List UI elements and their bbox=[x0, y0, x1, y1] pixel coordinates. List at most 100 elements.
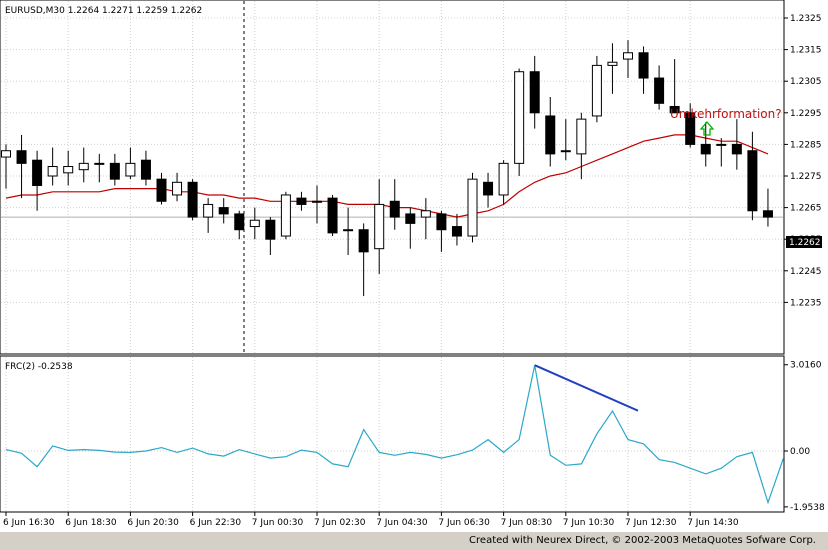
bullish-candle-body bbox=[420, 210, 431, 218]
candle bbox=[498, 160, 509, 205]
bearish-candle-body bbox=[32, 159, 43, 186]
candle bbox=[529, 55, 540, 129]
bullish-candle-body bbox=[1, 150, 11, 158]
candle bbox=[187, 179, 198, 221]
candle bbox=[218, 198, 229, 224]
bullish-candle-body bbox=[467, 178, 478, 237]
bullish-candle-body bbox=[47, 166, 58, 177]
bearish-candle-body bbox=[700, 143, 711, 155]
candle bbox=[203, 198, 214, 233]
bearish-candle-body bbox=[358, 229, 369, 253]
time-tick-label: 7 Jun 14:30 bbox=[687, 518, 739, 528]
candle bbox=[16, 134, 27, 199]
current-price-box bbox=[786, 236, 822, 248]
candle bbox=[389, 179, 400, 230]
symbol-header: EURUSD,M30 1.2264 1.2271 1.2259 1.2262 bbox=[5, 6, 202, 16]
bearish-candle-body bbox=[669, 105, 680, 114]
moving-average-line bbox=[5, 134, 769, 218]
price-tick-label: 1.2235 bbox=[790, 298, 822, 308]
bullish-candle-body bbox=[280, 194, 291, 237]
indicator-pane[interactable] bbox=[0, 355, 785, 513]
bullish-candle-body bbox=[125, 162, 136, 177]
candle bbox=[234, 210, 245, 240]
bearish-candle-body bbox=[638, 52, 649, 79]
bearish-candle-body bbox=[187, 181, 198, 218]
candlesticks bbox=[1, 40, 773, 297]
candle bbox=[265, 217, 276, 255]
candle bbox=[700, 122, 711, 167]
candle bbox=[327, 194, 338, 237]
divergence-trendline bbox=[534, 364, 639, 412]
indicator-tick-label: 0.00 bbox=[790, 447, 810, 457]
candle bbox=[762, 188, 773, 227]
bearish-candle-body bbox=[109, 162, 120, 180]
candle bbox=[747, 131, 758, 221]
bearish-candle-body bbox=[265, 219, 276, 240]
indicator-grid bbox=[1, 357, 783, 511]
time-tick-label: 6 Jun 18:30 bbox=[65, 518, 117, 528]
bullish-candle-body bbox=[78, 162, 89, 171]
candle bbox=[172, 172, 183, 202]
candle bbox=[591, 55, 602, 123]
time-axis: 6 Jun 16:30 6 Jun 18:30 6 Jun 20:30 6 Jun 2… bbox=[3, 512, 739, 528]
bearish-candle-body bbox=[451, 226, 462, 237]
candle bbox=[343, 207, 354, 255]
chart-canvas[interactable]: EURUSD,M30 1.2264 1.2271 1.2259 1.2262 U… bbox=[0, 0, 828, 532]
price-tick-label: 1.2325 bbox=[790, 14, 822, 24]
time-tick-label: 6 Jun 22:30 bbox=[190, 518, 242, 528]
price-tick-label: 1.2245 bbox=[790, 267, 822, 277]
candle bbox=[560, 119, 571, 161]
price-tick-label: 1.2275 bbox=[790, 172, 822, 182]
candle bbox=[731, 119, 742, 170]
bullish-candle-body bbox=[560, 150, 571, 153]
bullish-candle-body bbox=[498, 162, 509, 196]
bearish-candle-body bbox=[762, 210, 773, 218]
price-axis: 1.2325 1.2315 1.2305 1.2295 1.2285 1.2275 1.22… bbox=[784, 14, 822, 308]
moving-average-path bbox=[5, 134, 769, 218]
annotation-text: Umkehrformation? bbox=[670, 107, 782, 121]
time-tick-label: 7 Jun 00:30 bbox=[252, 518, 304, 528]
time-tick-label: 7 Jun 02:30 bbox=[314, 518, 366, 528]
candle bbox=[451, 213, 462, 246]
candle bbox=[280, 191, 291, 240]
bearish-candle-body bbox=[436, 213, 447, 231]
price-tick-label: 1.2295 bbox=[790, 109, 822, 119]
price-tick-label: 1.2305 bbox=[790, 77, 822, 87]
candle bbox=[545, 97, 556, 167]
bearish-candle-body bbox=[389, 200, 400, 218]
bearish-candle-body bbox=[731, 143, 742, 155]
candle bbox=[654, 65, 665, 110]
indicator-header: FRC(2) -0.2538 bbox=[5, 362, 73, 372]
bullish-candle-body bbox=[514, 71, 525, 164]
bullish-candle-body bbox=[312, 200, 322, 203]
candle bbox=[249, 207, 260, 240]
candle bbox=[685, 103, 696, 148]
bullish-candle-body bbox=[249, 219, 260, 228]
candle bbox=[140, 150, 151, 186]
candle bbox=[1, 144, 11, 189]
bullish-candle-body bbox=[172, 181, 183, 196]
bearish-candle-body bbox=[327, 197, 338, 234]
bullish-candle-body bbox=[203, 203, 214, 218]
status-bar: Created with Neurex Direct, © 2002-2003 … bbox=[0, 532, 828, 550]
candle bbox=[420, 198, 431, 240]
candle bbox=[358, 223, 369, 297]
bearish-candle-body bbox=[654, 77, 665, 104]
bullish-candle-body bbox=[374, 203, 385, 250]
time-tick-label: 7 Jun 06:30 bbox=[438, 518, 490, 528]
bearish-candle-body bbox=[545, 115, 556, 155]
time-tick-label: 7 Jun 04:30 bbox=[376, 518, 428, 528]
candle bbox=[607, 43, 618, 94]
bullish-candle-body bbox=[591, 64, 602, 117]
candle bbox=[576, 112, 587, 180]
candle bbox=[436, 210, 447, 252]
bearish-candle-body bbox=[156, 178, 167, 202]
candle bbox=[32, 150, 43, 211]
indicator-tick-label: -1.9538 bbox=[790, 503, 825, 513]
bullish-candle-body bbox=[343, 229, 354, 232]
candle bbox=[125, 147, 136, 180]
candle bbox=[405, 207, 416, 249]
candle bbox=[109, 153, 120, 186]
bullish-candle-body bbox=[623, 52, 633, 60]
price-tick-label: 1.2265 bbox=[790, 204, 822, 214]
